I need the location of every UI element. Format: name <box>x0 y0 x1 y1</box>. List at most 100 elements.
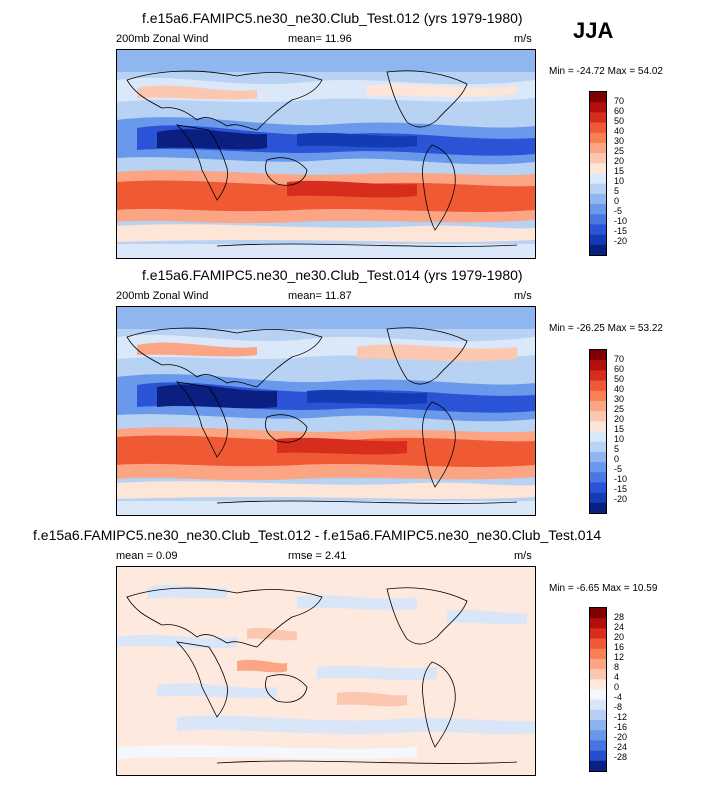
panel-3-title: f.e15a6.FAMIPC5.ne30_ne30.Club_Test.012 … <box>33 527 602 543</box>
colorbar-swatch <box>590 112 606 123</box>
colorbar-tick: 0 <box>614 196 620 206</box>
colorbar-tick: 15 <box>614 424 625 434</box>
colorbar-tick: 4 <box>614 672 620 682</box>
colorbar-swatch <box>590 709 606 721</box>
colorbar-tick: 60 <box>614 106 625 116</box>
colorbar-swatch <box>590 492 606 504</box>
colorbar-swatch <box>590 638 606 650</box>
colorbar-swatch <box>590 244 606 256</box>
panel-2-colorbar <box>589 349 607 514</box>
colorbar-tick: 20 <box>614 414 625 424</box>
panel-1-variable-label: 200mb Zonal Wind <box>116 33 209 45</box>
colorbar-swatch <box>590 502 606 514</box>
panel-2-units: m/s <box>514 290 532 302</box>
colorbar-swatch <box>590 153 606 164</box>
colorbar-swatch <box>590 122 606 134</box>
colorbar-tick: 15 <box>614 166 625 176</box>
colorbar-tick: -10 <box>614 474 628 484</box>
colorbar-swatch <box>590 679 606 690</box>
colorbar-swatch <box>590 132 606 144</box>
colorbar-tick: 12 <box>614 652 625 662</box>
colorbar-tick: 30 <box>614 394 625 404</box>
colorbar-swatch <box>590 658 606 670</box>
colorbar-swatch <box>590 92 606 103</box>
colorbar-swatch <box>590 740 606 751</box>
colorbar-swatch <box>590 173 606 184</box>
colorbar-tick: -5 <box>614 206 623 216</box>
colorbar-swatch <box>590 482 606 493</box>
colorbar-tick: 0 <box>614 454 620 464</box>
colorbar-swatch <box>590 193 606 205</box>
panel-1-colorbar-ticks: 70 60 50 40 30 25 20 15 10 5 0 -5 -10 -1… <box>614 91 654 256</box>
colorbar-swatch <box>590 183 606 195</box>
colorbar-tick: 50 <box>614 374 625 384</box>
colorbar-tick: -24 <box>614 742 628 752</box>
colorbar-tick: 25 <box>614 404 625 414</box>
panel-1-colorbar-swatches <box>590 92 606 256</box>
panel-3-mean-label: mean = 0.09 <box>116 550 178 562</box>
colorbar-swatch <box>590 421 606 432</box>
colorbar-swatch <box>590 462 606 473</box>
colorbar-swatch <box>590 618 606 629</box>
colorbar-swatch <box>590 441 606 453</box>
colorbar-tick: 30 <box>614 136 625 146</box>
season-label: JJA <box>573 18 614 43</box>
panel-1-title: f.e15a6.FAMIPC5.ne30_ne30.Club_Test.012 … <box>142 10 523 26</box>
colorbar-swatch <box>590 750 606 762</box>
colorbar-tick: -28 <box>614 752 628 762</box>
colorbar-tick: 40 <box>614 384 625 394</box>
colorbar-tick: -20 <box>614 732 628 742</box>
colorbar-swatch <box>590 431 606 442</box>
colorbar-swatch <box>590 214 606 225</box>
colorbar-tick: 20 <box>614 632 625 642</box>
panel-2-title: f.e15a6.FAMIPC5.ne30_ne30.Club_Test.014 … <box>142 267 523 283</box>
colorbar-tick: 40 <box>614 126 625 136</box>
colorbar-swatch <box>590 360 606 371</box>
colorbar-tick: -16 <box>614 722 628 732</box>
panel-3-colorbar-swatches <box>590 608 606 772</box>
colorbar-swatch <box>590 234 606 246</box>
panel-2-mean-label: mean= 11.87 <box>288 290 352 302</box>
colorbar-tick: 5 <box>614 444 620 454</box>
colorbar-tick: 10 <box>614 176 625 186</box>
colorbar-swatch <box>590 204 606 215</box>
panel-3-units: m/s <box>514 550 532 562</box>
colorbar-tick: 24 <box>614 622 625 632</box>
panel-3-rmse-label: rmse = 2.41 <box>288 550 347 562</box>
colorbar-tick: 28 <box>614 612 625 622</box>
colorbar-tick: -5 <box>614 464 623 474</box>
colorbar-tick: 10 <box>614 434 625 444</box>
colorbar-tick: -8 <box>614 702 623 712</box>
colorbar-swatch <box>590 163 606 174</box>
colorbar-swatch <box>590 760 606 772</box>
colorbar-swatch <box>590 699 606 711</box>
panel-1-units: m/s <box>514 33 532 45</box>
panel-2-min-max: Min = -26.25 Max = 53.22 <box>549 323 663 334</box>
panel-1-map <box>116 49 536 259</box>
panel-2-colorbar-ticks: 70 60 50 40 30 25 20 15 10 5 0 -5 -10 -1… <box>614 349 654 514</box>
colorbar-tick: -4 <box>614 692 623 702</box>
colorbar-tick: 16 <box>614 642 625 652</box>
colorbar-tick: -10 <box>614 216 628 226</box>
panel-3-map <box>116 566 536 776</box>
colorbar-tick: 25 <box>614 146 625 156</box>
colorbar-tick: -20 <box>614 236 628 246</box>
colorbar-tick: -12 <box>614 712 628 722</box>
colorbar-tick: 70 <box>614 354 625 364</box>
colorbar-tick: 50 <box>614 116 625 126</box>
colorbar-swatch <box>590 350 606 361</box>
colorbar-swatch <box>590 102 606 113</box>
colorbar-swatch <box>590 628 606 639</box>
colorbar-swatch <box>590 669 606 680</box>
colorbar-tick: -20 <box>614 494 628 504</box>
panel-3-min-max: Min = -6.65 Max = 10.59 <box>549 583 658 594</box>
panel-1-colorbar <box>589 91 607 256</box>
colorbar-swatch <box>590 370 606 381</box>
colorbar-swatch <box>590 390 606 402</box>
colorbar-swatch <box>590 451 606 463</box>
colorbar-swatch <box>590 648 606 660</box>
colorbar-tick: 8 <box>614 662 620 672</box>
colorbar-tick: 0 <box>614 682 620 692</box>
colorbar-swatch <box>590 608 606 619</box>
colorbar-swatch <box>590 730 606 741</box>
